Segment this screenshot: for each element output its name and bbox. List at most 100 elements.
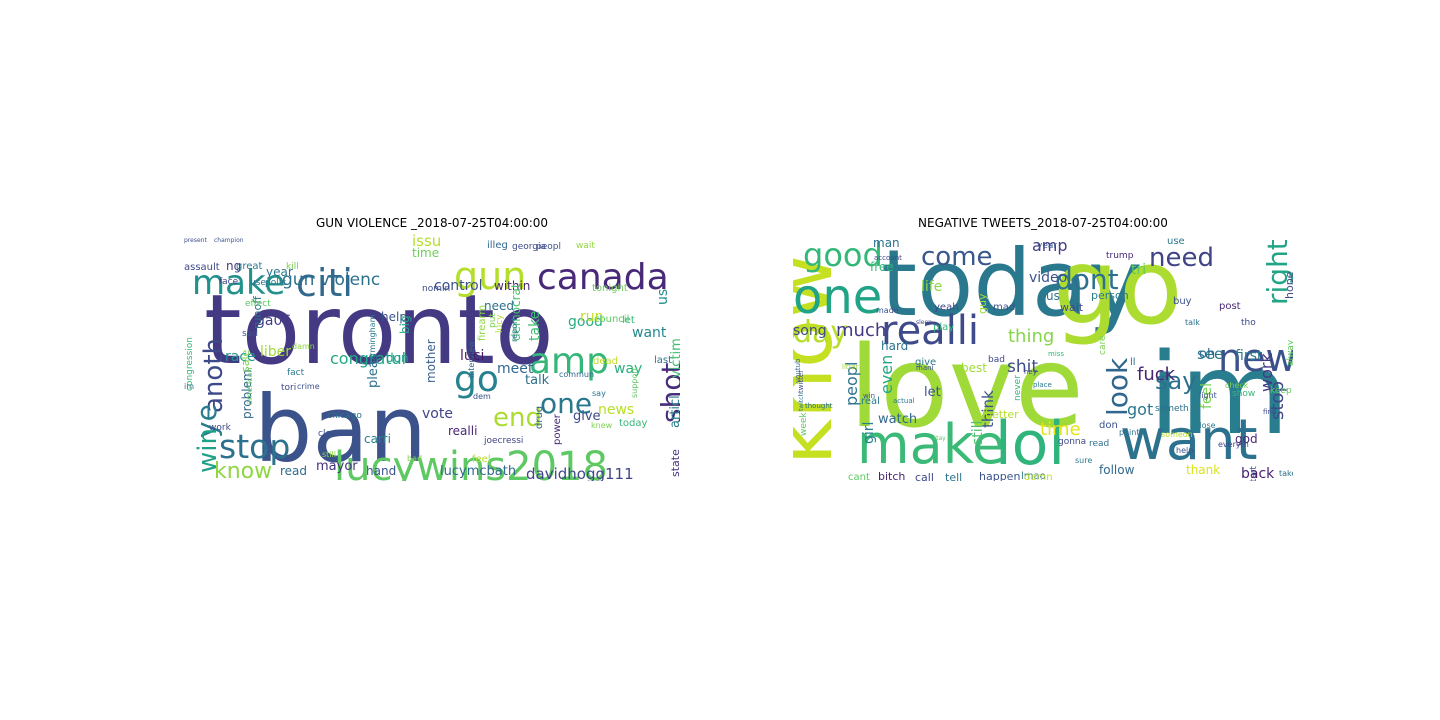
cloud-word: news xyxy=(598,402,634,418)
cloud-word: want xyxy=(1120,408,1258,473)
cloud-word: power xyxy=(552,413,563,445)
cloud-word: joecressi xyxy=(483,436,523,446)
cloud-word: need xyxy=(484,299,514,313)
cloud-word: control xyxy=(434,278,483,294)
cloud-word: yeah xyxy=(934,302,959,313)
cloud-word: find xyxy=(1263,408,1276,416)
cloud-word: don xyxy=(386,351,409,365)
cloud-word: good xyxy=(568,314,603,330)
cloud-word: life xyxy=(921,279,942,295)
cloud-word: effect xyxy=(245,299,271,309)
cloud-word: tori xyxy=(281,383,296,393)
cloud-word: stop xyxy=(219,427,290,466)
cloud-word: luci xyxy=(460,348,484,364)
cloud-word: one xyxy=(540,387,592,420)
cloud-word: kill xyxy=(286,262,299,272)
cloud-word: lmao xyxy=(1021,471,1046,481)
cloud-word: bad xyxy=(407,454,422,463)
cloud-word: us xyxy=(1046,289,1060,303)
cloud-word: shot xyxy=(655,363,680,423)
cloud-word: tonight xyxy=(592,283,628,294)
cloud-word: read xyxy=(280,464,307,478)
cloud-word: race xyxy=(225,349,256,365)
cloud-word: gonna xyxy=(1058,437,1086,447)
cloud-word: don xyxy=(1099,420,1118,431)
cloud-word: youtub xyxy=(794,358,802,383)
cloud-word: peopl xyxy=(842,362,861,406)
cloud-word: keep xyxy=(1270,386,1292,396)
cloud-word: day xyxy=(793,315,848,350)
cloud-word: close xyxy=(1195,421,1216,430)
cloud-word: feel xyxy=(1199,383,1215,409)
cloud-word: hand xyxy=(366,464,396,478)
cloud-word: light xyxy=(1199,391,1217,400)
panel-title: GUN VIOLENCE _2018-07-25T04:00:00 xyxy=(315,216,549,230)
cloud-word: win xyxy=(193,428,223,473)
cloud-word: need xyxy=(1149,243,1214,273)
cloud-word: happen xyxy=(979,470,1020,481)
cloud-word: end xyxy=(493,403,542,433)
cloud-word: dem xyxy=(473,392,491,401)
cloud-word: thing xyxy=(1008,326,1054,347)
cloud-word: good xyxy=(803,236,883,274)
cloud-word: even xyxy=(877,355,896,394)
cloud-word: never xyxy=(1013,375,1023,401)
cloud-word: free xyxy=(870,260,894,274)
cloud-word: last xyxy=(654,355,672,366)
cloud-word: interview xyxy=(467,340,476,378)
cloud-word: play xyxy=(933,322,954,333)
cloud-word: us xyxy=(655,289,671,305)
cloud-word: buy xyxy=(1173,296,1192,307)
cloud-word: amp xyxy=(1032,236,1068,255)
cloud-word: vote xyxy=(422,406,453,422)
cloud-word: use xyxy=(1167,236,1185,247)
cloud-word: support xyxy=(630,367,639,398)
cloud-word: love xyxy=(849,323,1084,453)
cloud-word: lucymcbath xyxy=(440,464,516,479)
cloud-word: stay xyxy=(933,435,946,442)
cloud-word: stop xyxy=(1267,381,1288,420)
cloud-word: start xyxy=(1249,466,1259,481)
cloud-word: citi xyxy=(296,261,353,305)
cloud-word: alway xyxy=(1286,339,1293,366)
cloud-word: right xyxy=(1261,239,1293,305)
cloud-word: show xyxy=(1232,389,1255,399)
cloud-word: thought xyxy=(805,402,833,410)
cloud-word: hope xyxy=(1283,271,1293,299)
cloud-word: actual xyxy=(893,397,915,405)
cloud-word: use xyxy=(250,278,266,288)
cloud-word: today xyxy=(881,233,1143,337)
cloud-word: check xyxy=(1225,381,1249,390)
cloud-word: great xyxy=(236,261,263,272)
cloud-word: litter xyxy=(842,363,859,371)
cloud-word: mother xyxy=(424,339,438,383)
cloud-word: mani xyxy=(916,364,934,372)
cloud-word: talk xyxy=(1185,318,1200,327)
cloud-word: twitch xyxy=(798,392,805,411)
cloud-word: know xyxy=(214,459,272,481)
cloud-word: read xyxy=(1089,439,1109,449)
cloud-word: face xyxy=(219,277,239,287)
cloud-word: win xyxy=(863,392,875,400)
cloud-word: say xyxy=(1155,367,1196,395)
cloud-word: amp xyxy=(529,341,609,382)
cloud-word: go xyxy=(1053,233,1183,348)
cloud-word: georgia xyxy=(512,242,546,252)
cloud-word: girl xyxy=(861,422,877,444)
cloud-word: take xyxy=(1279,469,1293,478)
cloud-word: everyth xyxy=(1218,440,1249,449)
cloud-word: damn xyxy=(292,342,315,351)
cloud-word: tell xyxy=(945,471,962,481)
cloud-word: wait xyxy=(1060,301,1084,314)
cloud-word: im xyxy=(1149,330,1289,460)
cloud-word: sale xyxy=(239,349,252,372)
cloud-word: realli xyxy=(881,308,979,354)
cloud-word: mayor xyxy=(316,459,358,474)
cloud-word: congratul xyxy=(330,349,406,368)
cloud-word: hey xyxy=(1024,368,1037,376)
cloud-word: present xyxy=(184,237,207,244)
cloud-word: democrat xyxy=(509,283,523,341)
cloud-word: runoff xyxy=(251,296,264,329)
cloud-word: lol xyxy=(995,409,1065,479)
